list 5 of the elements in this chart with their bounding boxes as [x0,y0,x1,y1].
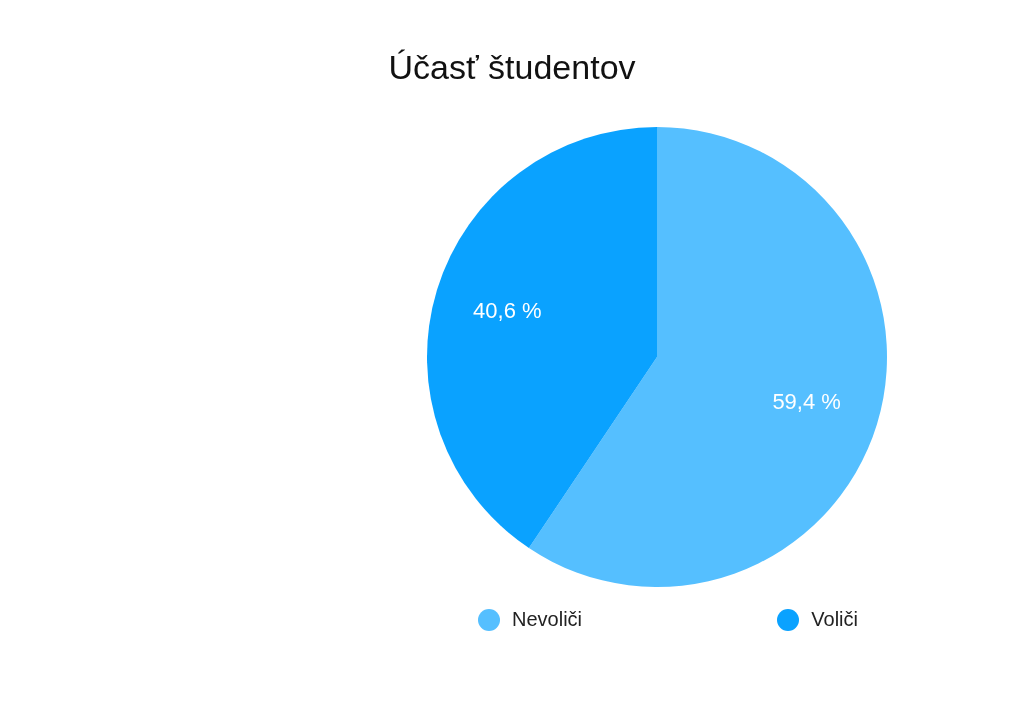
data-label: 59,4 % [772,388,841,414]
data-label: 40,6 % [473,297,542,323]
legend-label: Voliči [811,608,858,631]
chart-title: Účasť študentov [387,48,637,87]
legend-label: Nevoliči [512,608,583,631]
